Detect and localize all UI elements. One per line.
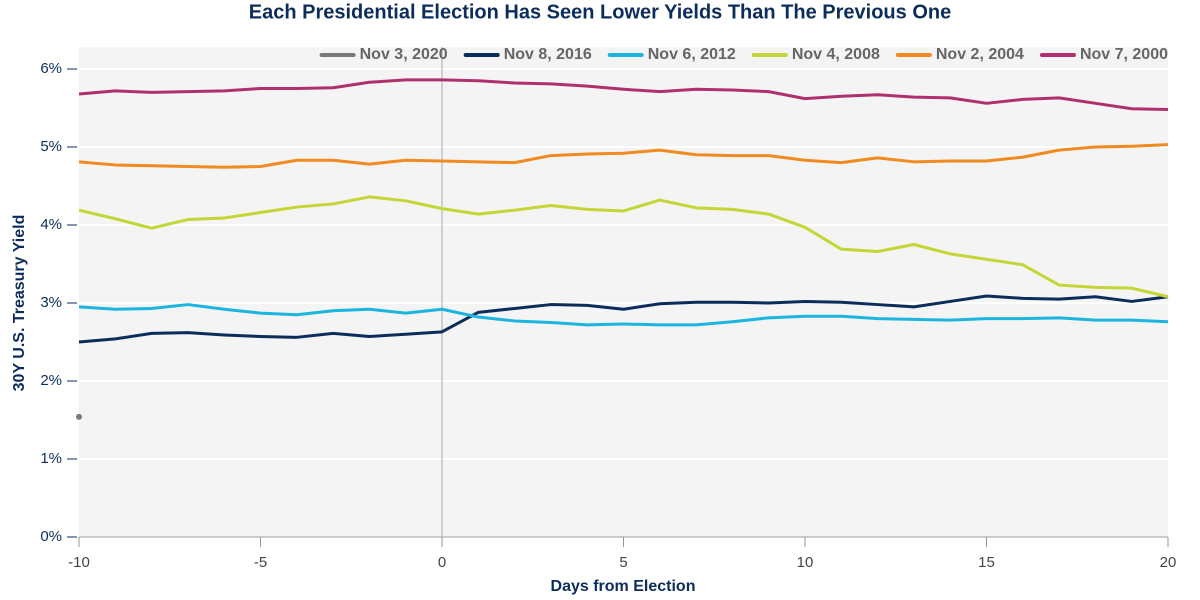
y-axis-label: 30Y U.S. Treasury Yield: [11, 215, 28, 392]
x-tick-label: 15: [978, 554, 995, 571]
y-tick-label: 2%: [40, 372, 62, 389]
legend-label: Nov 8, 2016: [504, 46, 592, 63]
plot-background: [79, 47, 1168, 537]
series-line: [78, 195, 1169, 299]
legend-label: Nov 6, 2012: [648, 46, 736, 63]
series-line: [78, 294, 1169, 344]
series-point: [76, 413, 82, 420]
legend-label: Nov 7, 2000: [1080, 46, 1168, 63]
x-tick-label: -10: [68, 554, 90, 571]
y-tick-label: 0%: [40, 528, 62, 545]
x-axis-label: Days from Election: [551, 578, 696, 595]
x-tick-label: 0: [438, 554, 446, 571]
y-tick-label: 4%: [40, 216, 62, 233]
series-line: [78, 78, 1169, 112]
x-tick-label: -5: [254, 554, 267, 571]
x-tick-label: 20: [1160, 554, 1177, 571]
legend-label: Nov 3, 2020: [360, 46, 448, 63]
x-tick-label: 10: [797, 554, 814, 571]
legend-label: Nov 4, 2008: [792, 46, 880, 63]
series-line: [78, 143, 1169, 169]
y-tick-label: 5%: [40, 138, 62, 155]
y-tick-label: 6%: [40, 60, 62, 77]
chart-title: Each Presidential Election Has Seen Lowe…: [249, 1, 951, 23]
legend-label: Nov 2, 2004: [936, 46, 1024, 63]
x-tick-label: 5: [619, 554, 627, 571]
y-tick-label: 1%: [40, 450, 62, 467]
y-tick-label: 3%: [40, 294, 62, 311]
series-line: [78, 303, 1169, 327]
